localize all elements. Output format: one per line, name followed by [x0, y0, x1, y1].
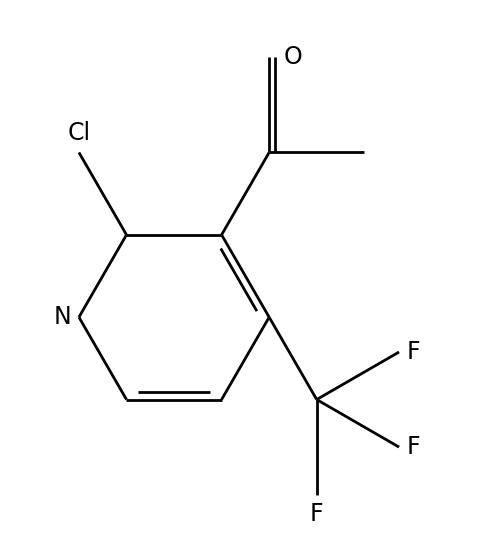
Text: O: O: [283, 45, 302, 70]
Text: Cl: Cl: [67, 121, 90, 145]
Text: N: N: [54, 305, 71, 329]
Text: F: F: [310, 502, 324, 526]
Text: F: F: [407, 435, 420, 459]
Text: F: F: [407, 340, 420, 364]
